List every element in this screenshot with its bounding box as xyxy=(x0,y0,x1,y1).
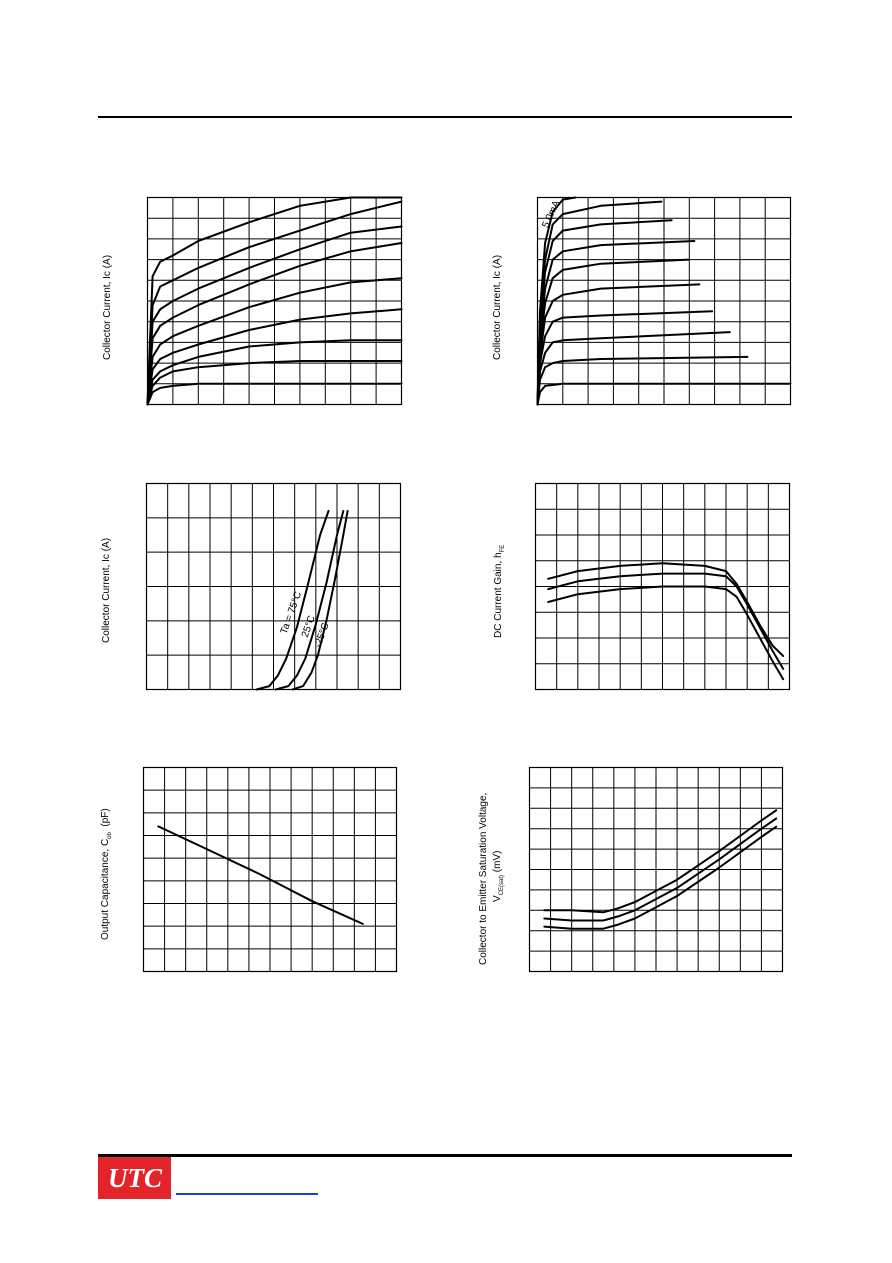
footer-rule xyxy=(98,1154,792,1157)
chart-output-characteristics-1 xyxy=(146,196,403,406)
svg-text:UTC: UTC xyxy=(108,1163,163,1193)
chart-6-plot xyxy=(528,766,784,973)
series-line-3 xyxy=(291,510,349,691)
chart-vce-saturation xyxy=(528,766,784,973)
series-line-8 xyxy=(536,331,731,406)
chart-transfer-characteristics: Ta = 75°C 25°C -25°C xyxy=(145,482,402,691)
series-line-7 xyxy=(146,339,403,406)
header-rule xyxy=(98,116,792,118)
website-link-underline[interactable] xyxy=(176,1193,318,1195)
series-line-1 xyxy=(543,809,778,914)
series-line-2 xyxy=(543,817,778,922)
chart-5-plot xyxy=(142,766,398,973)
series-line-9 xyxy=(146,382,403,406)
series-line-1 xyxy=(146,196,403,406)
series-line-3 xyxy=(146,225,403,406)
series-line-2 xyxy=(146,200,403,406)
series-line-2 xyxy=(536,200,663,406)
series-line-2 xyxy=(547,572,785,670)
chart-2-ylabel: Collector Current, Ic (A) xyxy=(492,254,503,360)
series-line-2 xyxy=(274,510,345,691)
plot-frame xyxy=(534,482,791,691)
series-line-3 xyxy=(547,585,785,681)
series-line-1 xyxy=(157,825,364,925)
series-line-3 xyxy=(536,219,673,406)
series-line-6 xyxy=(146,308,403,406)
plot-frame xyxy=(528,766,784,973)
annotation-label-1: 5.0mA xyxy=(540,199,562,230)
series-line-10 xyxy=(536,382,792,406)
chart-5-ylabel: Output Capacitance, Cob (pF) xyxy=(100,808,113,940)
chart-4-ylabel: DC Current Gain, hFE xyxy=(493,544,506,638)
series-line-3 xyxy=(543,825,778,930)
chart-6-ylabel-line2: VCE(sat) (mV) xyxy=(492,850,505,902)
plot-frame xyxy=(145,482,402,691)
plot-frame xyxy=(536,196,792,406)
chart-1-ylabel: Collector Current, Ic (A) xyxy=(102,254,113,360)
chart-dc-current-gain xyxy=(534,482,791,691)
series-line-7 xyxy=(536,310,714,406)
series-line-5 xyxy=(536,258,691,406)
series-line-5 xyxy=(146,277,403,406)
chart-3-plot: Ta = 75°C25°C-25°C xyxy=(145,482,402,691)
chart-6-ylabel-line1: Collector to Emitter Saturation Voltage, xyxy=(478,792,489,965)
series-line-4 xyxy=(146,242,403,406)
chart-output-capacitance xyxy=(142,766,398,973)
chart-1-plot xyxy=(146,196,403,406)
utc-logo: UTC xyxy=(98,1157,171,1199)
chart-4-plot xyxy=(534,482,791,691)
plot-frame xyxy=(146,196,403,406)
utc-logo-mark: UTC xyxy=(108,1163,163,1193)
series-line-9 xyxy=(536,355,749,406)
series-line-8 xyxy=(146,360,403,406)
series-line-4 xyxy=(536,240,696,406)
chart-output-characteristics-2: 5.0mA xyxy=(536,196,792,406)
chart-2-plot: 5.0mA xyxy=(536,196,792,406)
series-line-6 xyxy=(536,283,701,406)
series-line-1 xyxy=(255,510,330,691)
series-line-1 xyxy=(547,562,785,657)
plot-frame xyxy=(142,766,398,973)
chart-3-ylabel: Collector Current, Ic (A) xyxy=(101,537,112,643)
